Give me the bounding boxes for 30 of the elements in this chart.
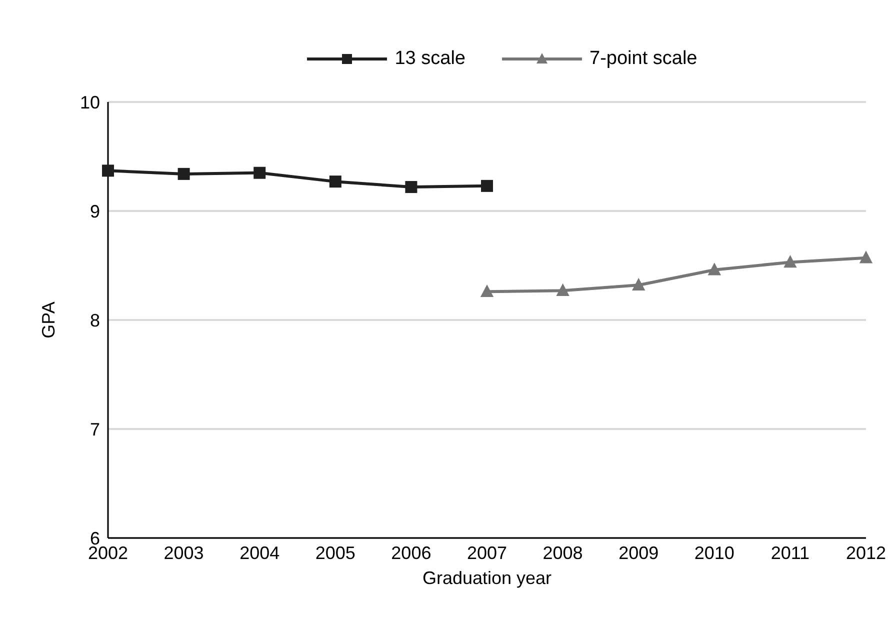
x-tick-label: 2007 <box>466 542 508 563</box>
y-tick-label: 9 <box>90 201 100 222</box>
point <box>556 283 570 296</box>
legend-label: 13 scale <box>394 48 466 70</box>
point <box>481 180 493 192</box>
point <box>632 278 646 291</box>
legend-label: 7-point scale <box>590 48 698 70</box>
point <box>254 166 266 179</box>
x-tick-label: 2003 <box>164 542 204 563</box>
point <box>859 250 873 264</box>
x-tick-label: 2008 <box>542 542 583 563</box>
point <box>708 262 721 276</box>
y-tick-label: 8 <box>90 310 100 330</box>
x-axis-title: Graduation year <box>422 568 552 588</box>
x-tick-label: 2011 <box>770 542 810 563</box>
y-axis-title: GPA <box>38 302 58 338</box>
point <box>102 164 114 177</box>
x-tick-label: 2010 <box>694 542 734 563</box>
x-tick-label: 2004 <box>240 542 280 563</box>
point <box>784 255 797 268</box>
point <box>178 168 190 180</box>
point <box>329 176 342 188</box>
point <box>405 181 418 194</box>
x-tick-label: 2006 <box>391 542 432 563</box>
y-tick-label: 10 <box>80 92 100 112</box>
x-tick-label: 2009 <box>618 542 659 563</box>
y-tick-label: 7 <box>90 419 100 440</box>
x-tick-label: 2005 <box>315 542 356 563</box>
x-tick-label: 2012 <box>846 542 886 563</box>
point <box>480 284 494 298</box>
